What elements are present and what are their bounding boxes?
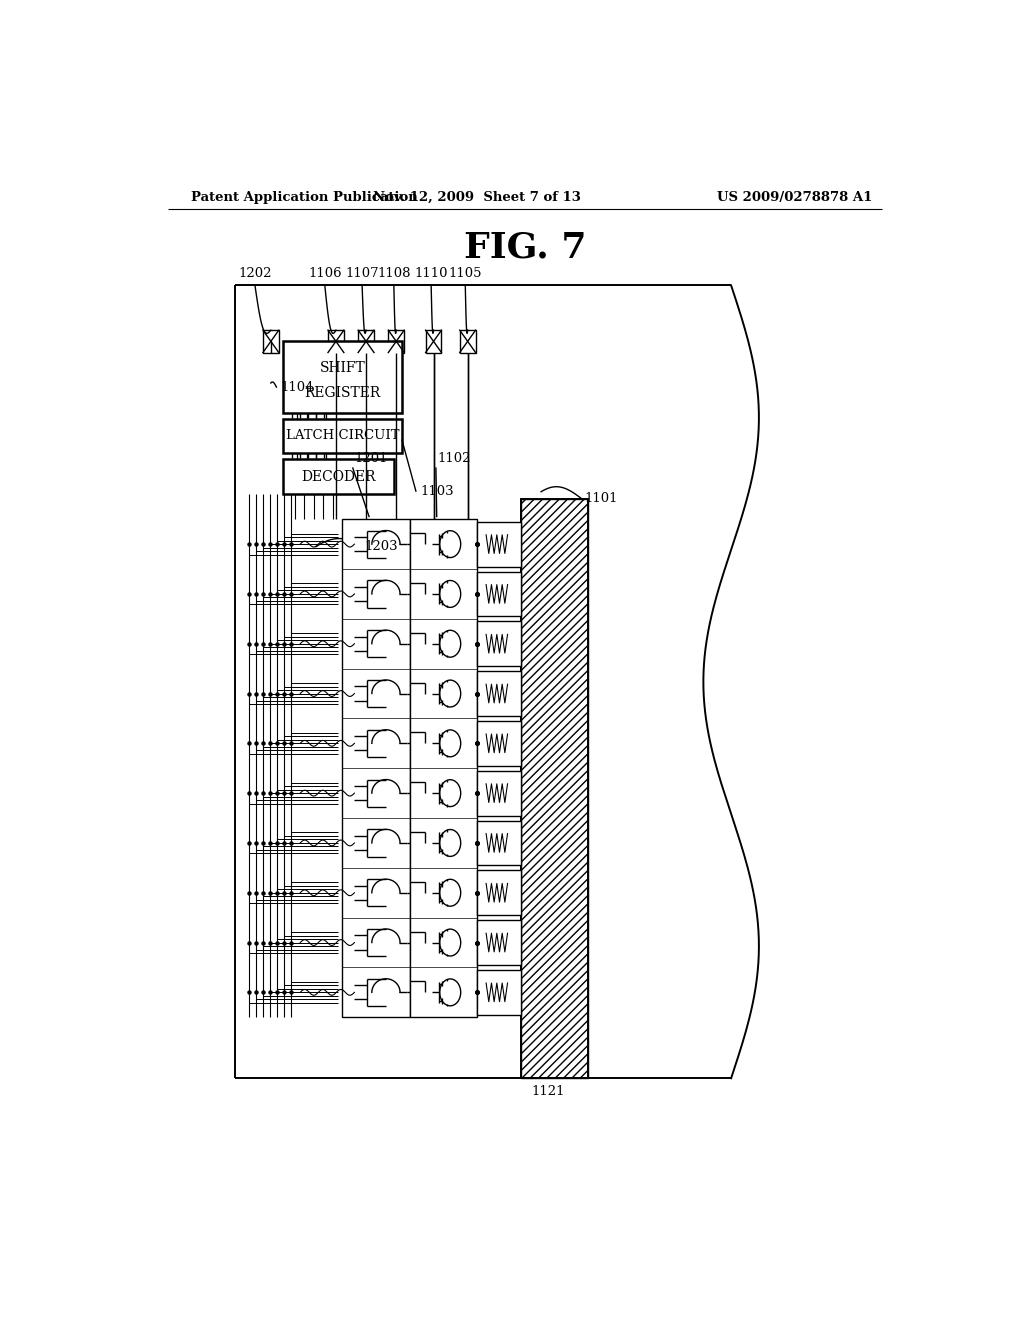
Text: 1105: 1105: [449, 268, 482, 280]
Bar: [477, 721, 521, 766]
Bar: [477, 970, 521, 1015]
Bar: [483, 978, 510, 1007]
Bar: [483, 729, 510, 758]
Bar: [483, 678, 510, 708]
Text: 1121: 1121: [531, 1085, 565, 1098]
Text: 1201: 1201: [354, 453, 388, 466]
Bar: [477, 622, 521, 667]
Bar: [483, 878, 510, 907]
Text: US 2009/0278878 A1: US 2009/0278878 A1: [717, 190, 872, 203]
Text: 1102: 1102: [437, 453, 471, 466]
Bar: [358, 330, 374, 352]
Bar: [283, 418, 401, 453]
Bar: [483, 579, 510, 609]
Bar: [483, 928, 510, 957]
Text: 1101: 1101: [585, 492, 617, 506]
Bar: [426, 330, 441, 352]
Text: Patent Application Publication: Patent Application Publication: [191, 190, 418, 203]
Bar: [477, 920, 521, 965]
Text: 1107: 1107: [345, 268, 379, 280]
Bar: [477, 870, 521, 915]
Text: LATCH CIRCUIT: LATCH CIRCUIT: [286, 429, 399, 442]
Bar: [263, 330, 279, 352]
Text: 1203: 1203: [365, 540, 398, 553]
Bar: [477, 671, 521, 715]
Bar: [460, 330, 475, 352]
Text: Nov. 12, 2009  Sheet 7 of 13: Nov. 12, 2009 Sheet 7 of 13: [373, 190, 582, 203]
Bar: [283, 342, 401, 412]
Bar: [410, 519, 477, 1018]
Bar: [342, 519, 410, 1018]
Text: 1202: 1202: [239, 268, 271, 280]
Bar: [477, 521, 521, 566]
Bar: [483, 779, 510, 808]
Bar: [388, 330, 404, 352]
Text: FIG. 7: FIG. 7: [464, 231, 586, 265]
Bar: [477, 771, 521, 816]
Text: 1108: 1108: [377, 268, 411, 280]
Bar: [477, 821, 521, 866]
Text: DECODER: DECODER: [301, 470, 376, 483]
Bar: [521, 499, 588, 1078]
Bar: [483, 829, 510, 858]
Bar: [483, 529, 510, 558]
Text: 1104: 1104: [281, 380, 314, 393]
Bar: [483, 630, 510, 659]
Bar: [521, 499, 588, 1078]
Bar: [328, 330, 344, 352]
Text: 1110: 1110: [415, 268, 447, 280]
Text: SHIFT: SHIFT: [319, 362, 366, 375]
Text: 1103: 1103: [420, 486, 454, 498]
Bar: [477, 572, 521, 616]
Bar: [283, 459, 394, 494]
Text: REGISTER: REGISTER: [304, 385, 380, 400]
Text: 1106: 1106: [308, 268, 342, 280]
